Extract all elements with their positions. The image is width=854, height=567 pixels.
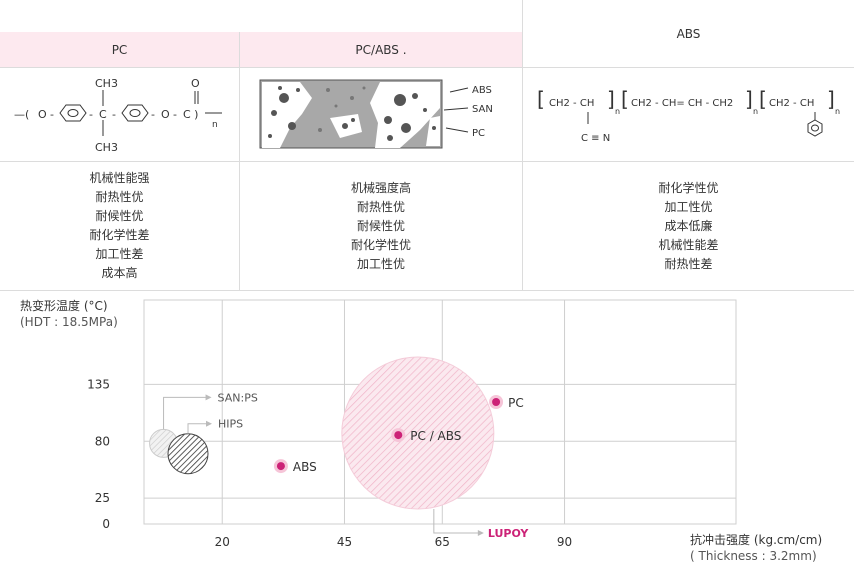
svg-text:C ): C )	[183, 108, 198, 121]
table-col-border	[522, 0, 523, 290]
svg-text:-: -	[89, 108, 93, 121]
point-dot	[394, 431, 403, 440]
header-pc-abs: PC/ABS .	[240, 32, 522, 67]
svg-text:]: ]	[827, 87, 835, 111]
svg-text:CH2 - CH: CH2 - CH	[549, 98, 594, 109]
callout-arrow	[205, 394, 212, 401]
lupoy-callout-arrow	[477, 530, 484, 537]
property-item: 机械性能差	[658, 237, 719, 252]
svg-text:[: [	[759, 87, 767, 111]
table-bottom-border	[0, 290, 854, 291]
y-axis-label: 热变形温度 (°C)	[20, 298, 108, 313]
x-axis-sublabel: ( Thickness : 3.2mm)	[690, 549, 817, 563]
property-item: 耐化学性差	[89, 228, 150, 242]
property-item: 机械强度高	[350, 180, 411, 195]
callout-line	[163, 396, 208, 430]
property-item: 耐热性优	[356, 199, 405, 214]
lupoy-region	[341, 356, 495, 510]
svg-text:SAN: SAN	[472, 104, 493, 115]
svg-text:n: n	[615, 107, 620, 116]
svg-text:O: O	[161, 108, 170, 121]
pc-structure-formula: CH3 CH3 O —( O - - C - - O - C ) n	[0, 68, 239, 162]
svg-text:CH3: CH3	[95, 77, 118, 90]
svg-text:O: O	[191, 77, 200, 90]
svg-text:n: n	[212, 120, 218, 130]
pc-abs-morphology: ABS SAN PC	[240, 68, 522, 162]
y-tick-label: 25	[95, 491, 110, 505]
y-axis-sublabel: (HDT : 18.5MPa)	[20, 315, 118, 329]
property-item: 耐候性优	[356, 218, 405, 233]
lupoy-callout-line	[433, 509, 480, 534]
callout-line	[187, 423, 209, 434]
svg-text:[: [	[537, 87, 545, 111]
property-item: 耐化学性优	[350, 237, 411, 252]
properties-pc-abs: 机械强度高耐热性优耐候性优耐化学性优加工性优	[240, 162, 522, 290]
abs-structure-formula: [ CH2 - CH ] n [ CH2 - CH= CH - CH2 ] n …	[523, 68, 854, 162]
x-axis-label: 抗冲击强度 (kg.cm/cm)	[690, 532, 822, 547]
point-label: HIPS	[218, 418, 243, 431]
point-label: SAN:PS	[218, 391, 258, 404]
point-dot	[492, 397, 501, 406]
table-col-border	[239, 32, 240, 290]
svg-text:-: -	[112, 108, 116, 121]
svg-text:-: -	[173, 108, 177, 121]
property-item: 成本低廉	[664, 218, 713, 233]
x-tick-label: 90	[557, 535, 572, 549]
hips-bubble	[167, 433, 209, 475]
property-item: 耐热性优	[95, 190, 144, 204]
property-item: 耐热性差	[664, 256, 713, 271]
callout-arrow	[206, 420, 213, 427]
y-tick-label: 80	[95, 434, 110, 448]
property-item: 加工性差	[95, 247, 144, 261]
point-dot	[276, 462, 285, 471]
svg-text:CH2 - CH= CH - CH2: CH2 - CH= CH - CH2	[631, 98, 733, 109]
svg-text:CH3: CH3	[95, 141, 118, 154]
y-tick-label: 0	[102, 517, 110, 531]
svg-text:PC: PC	[472, 128, 485, 139]
hdt-vs-impact-chart: 热变形温度 (°C) (HDT : 18.5MPa) 20 45 65 90 0 25 80…	[20, 298, 822, 563]
point-label: PC / ABS	[410, 429, 461, 443]
property-item: 耐化学性优	[658, 180, 719, 195]
x-tick-label: 65	[435, 535, 450, 549]
svg-text:ABS: ABS	[472, 85, 492, 96]
y-tick-label: 135	[87, 377, 110, 391]
svg-text:-: -	[50, 108, 54, 121]
x-tick-label: 45	[337, 535, 352, 549]
property-item: 耐候性优	[95, 209, 144, 223]
svg-text:CH2 - CH: CH2 - CH	[769, 98, 814, 109]
svg-text:-: -	[151, 108, 155, 121]
header-abs: ABS	[676, 26, 701, 41]
property-item: 加工性优	[664, 199, 713, 214]
properties-abs: 耐化学性优加工性优成本低廉机械性能差耐热性差	[523, 162, 854, 290]
property-item: 机械性能强	[89, 171, 150, 185]
property-item: 成本高	[101, 266, 138, 280]
point-label: PC	[508, 396, 524, 410]
svg-text:O: O	[38, 108, 47, 121]
svg-text:n: n	[753, 107, 758, 116]
svg-text:—(: —(	[14, 108, 29, 121]
svg-text:]: ]	[745, 87, 753, 111]
x-tick-label: 20	[215, 535, 230, 549]
svg-text:C ≡ N: C ≡ N	[581, 133, 610, 144]
point-label: ABS	[293, 460, 317, 474]
table-row-border	[0, 161, 854, 162]
svg-text:C: C	[99, 108, 107, 121]
svg-text:[: [	[621, 87, 629, 111]
svg-text:]: ]	[607, 87, 615, 111]
table-row-border	[0, 67, 854, 68]
property-item: 加工性优	[356, 256, 405, 271]
svg-text:n: n	[835, 107, 840, 116]
header-pc: PC	[0, 32, 239, 67]
lupoy-label: LUPOY	[488, 527, 530, 540]
properties-pc: 机械性能强耐热性优耐候性优耐化学性差加工性差成本高	[0, 162, 239, 290]
